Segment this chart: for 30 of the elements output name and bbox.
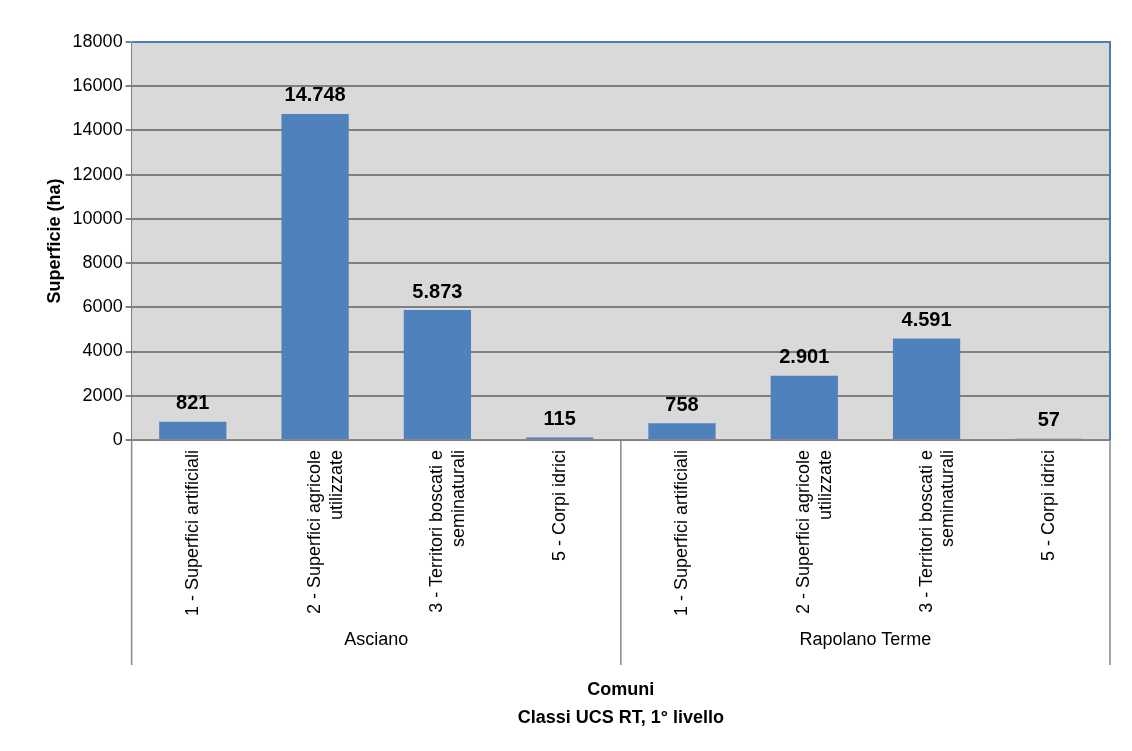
y-tick-label: 14000 [72,119,123,140]
data-label: 5.873 [412,279,463,302]
y-tick-label: 16000 [72,75,123,96]
x-tick-label: 2 - Superfici agricole utilizzate [793,449,835,615]
y-tick-label: 12000 [72,163,123,184]
x-tick-label: 5 - Corpi idrici [548,449,569,561]
x-tick-label: 1 - Superfici artificiali [670,449,691,617]
y-tick-label: 2000 [82,384,123,405]
data-label: 115 [543,406,576,429]
data-label: 57 [1037,408,1060,431]
x-tick-label: 3 - Territori boscati e seminaturali [426,449,468,613]
data-label: 14.748 [284,83,346,106]
y-tick-label: 4000 [82,340,123,361]
y-tick-label: 18000 [72,30,123,51]
x-tick-label: 2 - Superfici agricole utilizzate [304,449,346,615]
x-tick-label: 3 - Territori boscati e seminaturali [915,449,958,613]
text: Asciano [344,628,409,649]
y-tick-label: 10000 [72,207,123,228]
y-tick-label: 0 [112,428,123,449]
y-tick-label: 6000 [82,296,123,317]
data-label: 758 [665,392,699,415]
text: Rapolano Terme [799,628,932,649]
x-tick-label: 5 - Corpi idrici [1037,449,1058,561]
x-tick-label: 1 - Superfici artificiali [181,449,202,617]
data-label: 4.591 [901,307,952,330]
y-tick-label: 8000 [82,252,123,273]
x-axis-title: Comuni Classi UCS RT, 1° livello [517,678,724,727]
data-label: 821 [176,391,210,414]
data-label: 2.901 [779,345,830,368]
y-axis-title: Superficie (ha) [43,178,64,304]
